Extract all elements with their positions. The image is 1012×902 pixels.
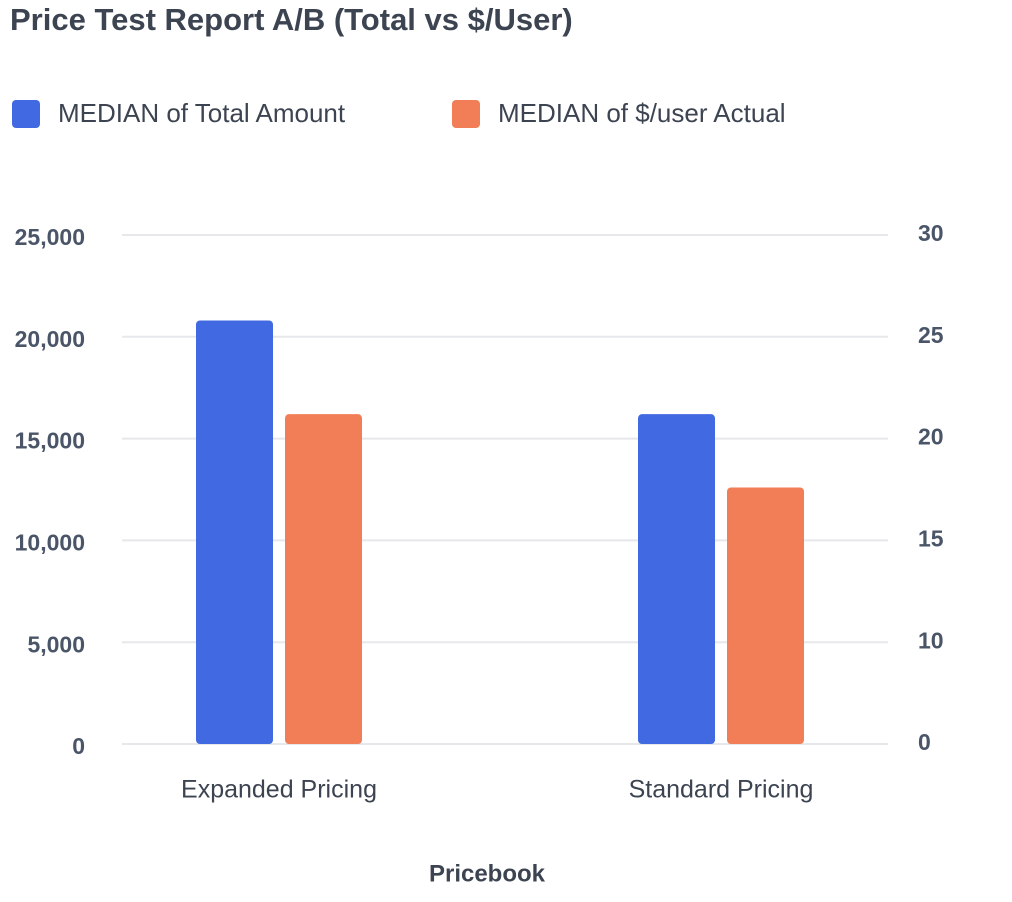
x-tick-label: Standard Pricing (629, 776, 814, 804)
y-tick-label: 10,000 (15, 529, 85, 555)
legend-swatch (12, 100, 40, 128)
legend-swatch (452, 100, 480, 128)
bar (638, 414, 715, 744)
y-tick-label: 0 (72, 733, 85, 759)
y2-tick-label: 10 (918, 627, 944, 653)
x-tick-label: Expanded Pricing (181, 776, 377, 804)
legend-label: MEDIAN of Total Amount (58, 98, 346, 128)
y-tick-label: 25,000 (15, 224, 85, 250)
y2-tick-label: 30 (918, 220, 944, 246)
bar (285, 414, 362, 744)
chart-title: Price Test Report A/B (Total vs $/User) (10, 2, 573, 37)
bar (727, 487, 804, 744)
bar (196, 320, 273, 744)
y2-tick-label: 15 (918, 525, 944, 551)
y-tick-label: 5,000 (27, 631, 85, 657)
x-axis-label: Pricebook (429, 860, 546, 887)
y-tick-label: 20,000 (15, 326, 85, 352)
y-tick-label: 15,000 (15, 428, 85, 454)
y2-tick-label: 20 (918, 424, 944, 450)
legend-label: MEDIAN of $/user Actual (498, 98, 786, 128)
y2-tick-label: 25 (918, 322, 944, 348)
y2-tick-label: 0 (918, 729, 931, 755)
